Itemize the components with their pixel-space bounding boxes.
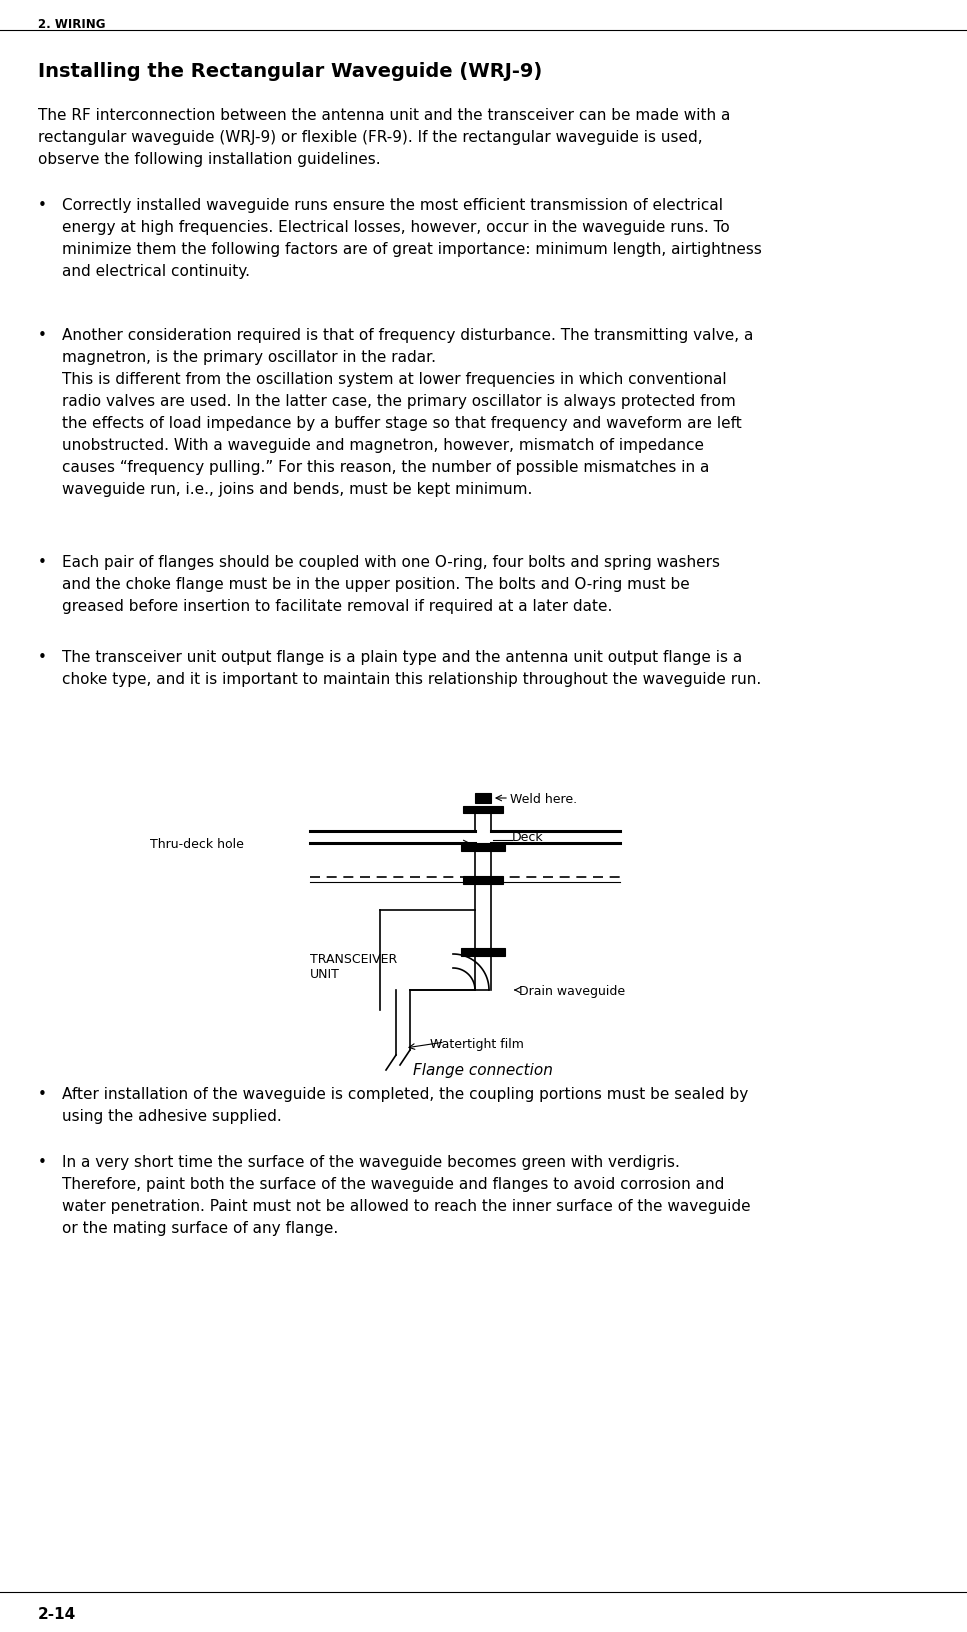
Bar xyxy=(463,806,503,813)
Text: waveguide run, i.e., joins and bends, must be kept minimum.: waveguide run, i.e., joins and bends, mu… xyxy=(62,481,533,498)
Text: Correctly installed waveguide runs ensure the most efficient transmission of ele: Correctly installed waveguide runs ensur… xyxy=(62,197,723,214)
Text: The RF interconnection between the antenna unit and the transceiver can be made : The RF interconnection between the anten… xyxy=(38,108,730,122)
Text: using the adhesive supplied.: using the adhesive supplied. xyxy=(62,1110,281,1124)
Text: rectangular waveguide (WRJ-9) or flexible (FR-9). If the rectangular waveguide i: rectangular waveguide (WRJ-9) or flexibl… xyxy=(38,131,703,145)
Text: the effects of load impedance by a buffer stage so that frequency and waveform a: the effects of load impedance by a buffe… xyxy=(62,416,742,431)
Text: •: • xyxy=(38,197,46,214)
Text: radio valves are used. In the latter case, the primary oscillator is always prot: radio valves are used. In the latter cas… xyxy=(62,393,736,410)
Text: and electrical continuity.: and electrical continuity. xyxy=(62,264,250,279)
Text: choke type, and it is important to maintain this relationship throughout the wav: choke type, and it is important to maint… xyxy=(62,672,761,687)
Text: Watertight film: Watertight film xyxy=(430,1038,524,1051)
Text: or the mating surface of any flange.: or the mating surface of any flange. xyxy=(62,1221,338,1235)
Bar xyxy=(475,793,491,803)
Text: After installation of the waveguide is completed, the coupling portions must be : After installation of the waveguide is c… xyxy=(62,1087,748,1102)
Text: energy at high frequencies. Electrical losses, however, occur in the waveguide r: energy at high frequencies. Electrical l… xyxy=(62,220,730,235)
Text: This is different from the oscillation system at lower frequencies in which conv: This is different from the oscillation s… xyxy=(62,372,726,387)
Text: TRANSCEIVER
UNIT: TRANSCEIVER UNIT xyxy=(310,953,397,981)
Text: Another consideration required is that of frequency disturbance. The transmittin: Another consideration required is that o… xyxy=(62,328,753,343)
Text: •: • xyxy=(38,555,46,570)
Text: •: • xyxy=(38,650,46,664)
Text: In a very short time the surface of the waveguide becomes green with verdigris.: In a very short time the surface of the … xyxy=(62,1155,680,1170)
Text: Each pair of flanges should be coupled with one O-ring, four bolts and spring wa: Each pair of flanges should be coupled w… xyxy=(62,555,720,570)
Text: 2-14: 2-14 xyxy=(38,1608,76,1622)
Text: 2. WIRING: 2. WIRING xyxy=(38,18,105,31)
Bar xyxy=(461,844,505,850)
Text: Flange connection: Flange connection xyxy=(413,1062,553,1079)
Text: •: • xyxy=(38,1087,46,1102)
Text: Deck: Deck xyxy=(512,831,543,844)
Text: •: • xyxy=(38,328,46,343)
Text: water penetration. Paint must not be allowed to reach the inner surface of the w: water penetration. Paint must not be all… xyxy=(62,1200,750,1214)
Text: Weld here.: Weld here. xyxy=(510,793,577,806)
Text: greased before insertion to facilitate removal if required at a later date.: greased before insertion to facilitate r… xyxy=(62,599,612,614)
Text: Installing the Rectangular Waveguide (WRJ-9): Installing the Rectangular Waveguide (WR… xyxy=(38,62,542,82)
Text: causes “frequency pulling.” For this reason, the number of possible mismatches i: causes “frequency pulling.” For this rea… xyxy=(62,460,710,475)
Bar xyxy=(461,948,505,956)
Text: •: • xyxy=(38,1155,46,1170)
Text: and the choke flange must be in the upper position. The bolts and O-ring must be: and the choke flange must be in the uppe… xyxy=(62,578,689,592)
Text: magnetron, is the primary oscillator in the radar.: magnetron, is the primary oscillator in … xyxy=(62,349,436,366)
Bar xyxy=(463,876,503,885)
Text: Drain waveguide: Drain waveguide xyxy=(519,986,625,999)
Text: minimize them the following factors are of great importance: minimum length, air: minimize them the following factors are … xyxy=(62,242,762,256)
Text: Therefore, paint both the surface of the waveguide and flanges to avoid corrosio: Therefore, paint both the surface of the… xyxy=(62,1177,724,1191)
Text: observe the following installation guidelines.: observe the following installation guide… xyxy=(38,152,381,166)
Text: Thru-deck hole: Thru-deck hole xyxy=(150,837,244,850)
Text: unobstructed. With a waveguide and magnetron, however, mismatch of impedance: unobstructed. With a waveguide and magne… xyxy=(62,437,704,454)
Text: The transceiver unit output flange is a plain type and the antenna unit output f: The transceiver unit output flange is a … xyxy=(62,650,743,664)
